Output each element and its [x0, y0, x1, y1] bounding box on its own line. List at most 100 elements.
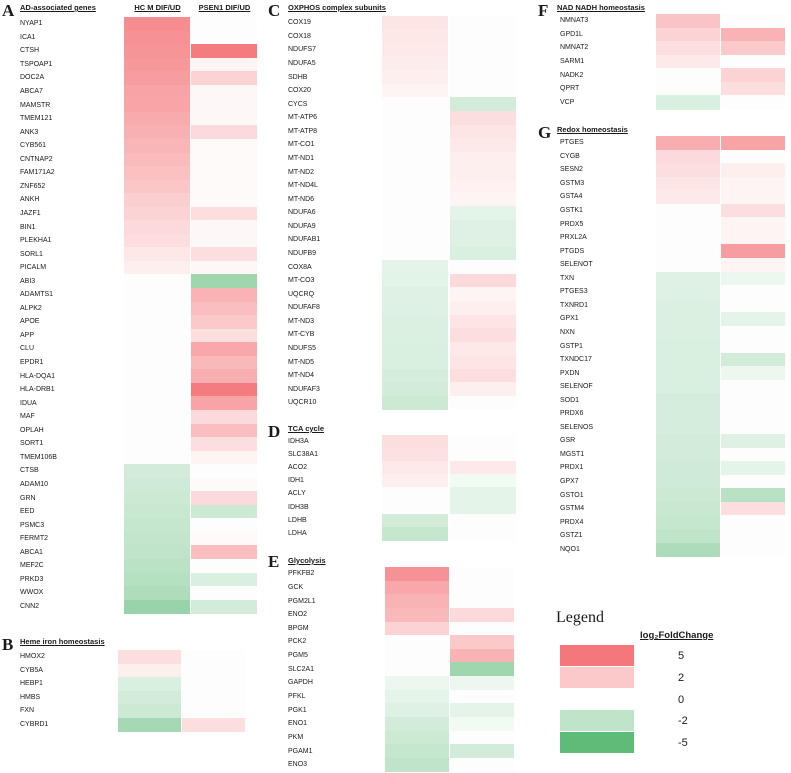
- heatmap-cell: [124, 30, 190, 45]
- heatmap-cell: [656, 217, 720, 232]
- column-header: HC M DIF/UD: [134, 3, 181, 12]
- heatmap-cell: [721, 474, 785, 489]
- heatmap-cell: [450, 246, 516, 261]
- gene-label: PGK1: [288, 706, 307, 714]
- gene-label: IDH1: [288, 477, 304, 485]
- heatmap-cell: [656, 176, 720, 191]
- heatmap-cell: [191, 288, 257, 303]
- heatmap-cell: [721, 528, 785, 544]
- heatmap-cell: [382, 328, 448, 343]
- heatmap-cell: [656, 230, 720, 246]
- heatmap-cell: [124, 409, 190, 425]
- heatmap-cell: [382, 43, 448, 58]
- heatmap-cell: [450, 83, 516, 99]
- heatmap-cell: [382, 138, 448, 153]
- heatmap-cell: [382, 192, 448, 207]
- gene-label: JAZF1: [20, 209, 41, 217]
- heatmap-cell: [382, 435, 448, 450]
- gene-label: QPRT: [560, 85, 580, 93]
- heatmap-cell: [124, 152, 190, 167]
- heatmap-cell: [450, 110, 516, 126]
- heatmap-cell: [656, 95, 720, 110]
- heatmap-cell: [191, 559, 257, 574]
- heatmap-cell: [382, 273, 448, 289]
- heatmap-cell: [450, 648, 514, 663]
- heatmap-cell: [191, 450, 257, 465]
- heatmap-cell: [450, 448, 516, 463]
- heatmap-cell: [656, 501, 720, 517]
- gene-label: MT-ND4L: [288, 182, 318, 190]
- heatmap-cell: [721, 393, 785, 408]
- heatmap-cell: [656, 81, 720, 97]
- gene-label: COX20: [288, 87, 311, 95]
- heatmap-cell: [118, 690, 181, 705]
- heatmap-cell: [124, 396, 190, 411]
- heatmap-cell: [124, 71, 190, 86]
- gene-label: CYB5A: [20, 666, 43, 674]
- heatmap-cell: [191, 328, 257, 343]
- gene-label: GAPDH: [288, 679, 313, 687]
- gene-label: NDUFA5: [288, 59, 316, 67]
- heatmap-cell: [124, 274, 190, 289]
- gene-label: GSTM3: [560, 179, 585, 187]
- gene-label: SORL1: [20, 250, 43, 258]
- heatmap-cell: [721, 230, 785, 246]
- heatmap-cell: [191, 464, 257, 479]
- gene-label: PRDX5: [560, 220, 584, 228]
- legend-swatch: [560, 667, 634, 688]
- heatmap-cell: [721, 447, 785, 462]
- heatmap-cell: [124, 423, 190, 438]
- heatmap-cell: [721, 203, 785, 218]
- heatmap-cell: [450, 205, 516, 221]
- gene-label: PKM: [288, 733, 304, 741]
- gene-label: PXDN: [560, 369, 580, 377]
- legend-value-label: -5: [678, 737, 688, 749]
- heatmap-cell: [450, 382, 516, 397]
- heatmap-cell: [191, 409, 257, 425]
- heatmap-cell: [191, 260, 257, 276]
- gene-label: CYBRD1: [20, 720, 49, 728]
- gene-label: PTGES3: [560, 288, 588, 296]
- heatmap-cell: [450, 757, 514, 772]
- gene-label: HEBP1: [20, 680, 43, 688]
- heatmap-cell: [385, 730, 449, 745]
- heatmap-cell: [450, 730, 514, 745]
- gene-label: NXN: [560, 328, 575, 336]
- gene-label: ALPK2: [20, 304, 42, 312]
- gene-label: NDUFB9: [288, 249, 317, 257]
- gene-label: MT-CO1: [288, 141, 315, 149]
- gene-label: EPDR1: [20, 359, 44, 367]
- heatmap-cell: [721, 68, 785, 83]
- heatmap-cell: [656, 474, 720, 489]
- gene-label: PRKD3: [20, 575, 44, 583]
- heatmap-cell: [124, 599, 190, 614]
- gene-label: UQCRQ: [288, 290, 315, 298]
- heatmap-cell: [450, 368, 516, 383]
- heatmap-cell: [191, 233, 257, 248]
- gene-label: SARM1: [560, 57, 585, 65]
- heatmap-cell: [450, 97, 516, 112]
- heatmap-cell: [656, 190, 720, 205]
- gene-label: MT-ND2: [288, 168, 315, 176]
- gene-label: SORT1: [20, 440, 44, 448]
- gene-label: SOD1: [560, 396, 580, 404]
- gene-label: ENO2: [288, 611, 308, 619]
- gene-label: PRDX6: [560, 410, 584, 418]
- gene-label: ANK3: [20, 128, 39, 136]
- gene-label: NDUFS5: [288, 344, 317, 352]
- gene-label: CTSB: [20, 467, 39, 475]
- heatmap-cell: [450, 580, 514, 595]
- heatmap-cell: [124, 84, 190, 99]
- heatmap-cell: [382, 382, 448, 397]
- gene-label: APOE: [20, 318, 40, 326]
- gene-label: NADK2: [560, 71, 584, 79]
- heatmap-cell: [450, 689, 514, 704]
- gene-label: PICALM: [20, 264, 47, 272]
- legend-title: Legend: [556, 609, 604, 626]
- heatmap-cell: [124, 260, 190, 276]
- heatmap-cell: [382, 219, 448, 234]
- gene-label: COX8A: [288, 263, 312, 271]
- gene-label: SELENOS: [560, 423, 594, 431]
- gene-label: GSR: [560, 437, 576, 445]
- heatmap-cell: [656, 163, 720, 178]
